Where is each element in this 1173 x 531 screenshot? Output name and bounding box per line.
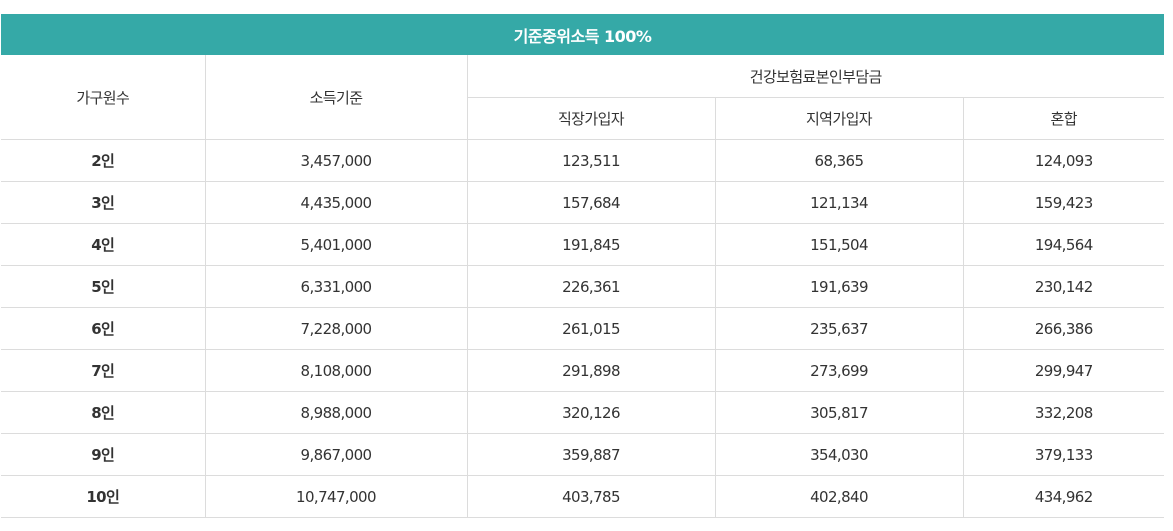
cell-mixed: 266,386 (963, 307, 1165, 350)
cell-regional: 354,030 (715, 433, 964, 476)
cell-household: 4인 (1, 223, 206, 266)
table-row: 5인 6,331,000 226,361 191,639 230,142 (1, 265, 1165, 308)
cell-workplace: 261,015 (467, 307, 716, 350)
header-row-sub: 직장가입자 지역가입자 혼합 (1, 97, 1165, 140)
header-household: 가구원수 (1, 55, 206, 140)
cell-household: 8인 (1, 391, 206, 434)
table-row: 6인 7,228,000 261,015 235,637 266,386 (1, 307, 1165, 350)
header-workplace: 직장가입자 (467, 97, 716, 140)
cell-household: 5인 (1, 265, 206, 308)
table-title: 기준중위소득 100% (1, 14, 1165, 55)
cell-income: 8,988,000 (205, 391, 468, 434)
cell-workplace: 403,785 (467, 475, 716, 518)
cell-household: 6인 (1, 307, 206, 350)
cell-household: 10인 (1, 475, 206, 518)
cell-mixed: 230,142 (963, 265, 1165, 308)
cell-household: 2인 (1, 139, 206, 182)
table-row: 7인 8,108,000 291,898 273,699 299,947 (1, 349, 1165, 392)
cell-income: 10,747,000 (205, 475, 468, 518)
cell-regional: 151,504 (715, 223, 964, 266)
cell-income: 7,228,000 (205, 307, 468, 350)
cell-workplace: 123,511 (467, 139, 716, 182)
table-row: 10인 10,747,000 403,785 402,840 434,962 (1, 475, 1165, 518)
cell-workplace: 291,898 (467, 349, 716, 392)
cell-regional: 402,840 (715, 475, 964, 518)
cell-income: 8,108,000 (205, 349, 468, 392)
header-row-top: 가구원수 소득기준 건강보험료본인부담금 (1, 55, 1165, 140)
cell-regional: 68,365 (715, 139, 964, 182)
cell-mixed: 124,093 (963, 139, 1165, 182)
income-premium-table: 기준중위소득 100% 가구원수 소득기준 건강보험료본인부담금 직장가입자 지… (1, 14, 1165, 518)
cell-mixed: 159,423 (963, 181, 1165, 224)
cell-household: 3인 (1, 181, 206, 224)
cell-regional: 235,637 (715, 307, 964, 350)
cell-regional: 273,699 (715, 349, 964, 392)
cell-workplace: 191,845 (467, 223, 716, 266)
cell-household: 9인 (1, 433, 206, 476)
table-row: 4인 5,401,000 191,845 151,504 194,564 (1, 223, 1165, 266)
header-regional: 지역가입자 (715, 97, 964, 140)
cell-mixed: 194,564 (963, 223, 1165, 266)
cell-workplace: 320,126 (467, 391, 716, 434)
cell-workplace: 157,684 (467, 181, 716, 224)
cell-mixed: 434,962 (963, 475, 1165, 518)
cell-mixed: 332,208 (963, 391, 1165, 434)
cell-income: 4,435,000 (205, 181, 468, 224)
table-row: 8인 8,988,000 320,126 305,817 332,208 (1, 391, 1165, 434)
cell-household: 7인 (1, 349, 206, 392)
table-row: 2인 3,457,000 123,511 68,365 124,093 (1, 139, 1165, 182)
table-title-row: 기준중위소득 100% (1, 14, 1165, 55)
header-mixed: 혼합 (963, 97, 1165, 140)
cell-regional: 121,134 (715, 181, 964, 224)
cell-income: 6,331,000 (205, 265, 468, 308)
cell-workplace: 359,887 (467, 433, 716, 476)
cell-income: 3,457,000 (205, 139, 468, 182)
cell-workplace: 226,361 (467, 265, 716, 308)
table-row: 9인 9,867,000 359,887 354,030 379,133 (1, 433, 1165, 476)
cell-income: 9,867,000 (205, 433, 468, 476)
cell-regional: 305,817 (715, 391, 964, 434)
cell-regional: 191,639 (715, 265, 964, 308)
header-premium-group: 건강보험료본인부담금 (467, 55, 1165, 98)
header-income: 소득기준 (205, 55, 468, 140)
cell-mixed: 299,947 (963, 349, 1165, 392)
table-row: 3인 4,435,000 157,684 121,134 159,423 (1, 181, 1165, 224)
cell-mixed: 379,133 (963, 433, 1165, 476)
cell-income: 5,401,000 (205, 223, 468, 266)
income-premium-table-container: 기준중위소득 100% 가구원수 소득기준 건강보험료본인부담금 직장가입자 지… (1, 14, 1165, 518)
